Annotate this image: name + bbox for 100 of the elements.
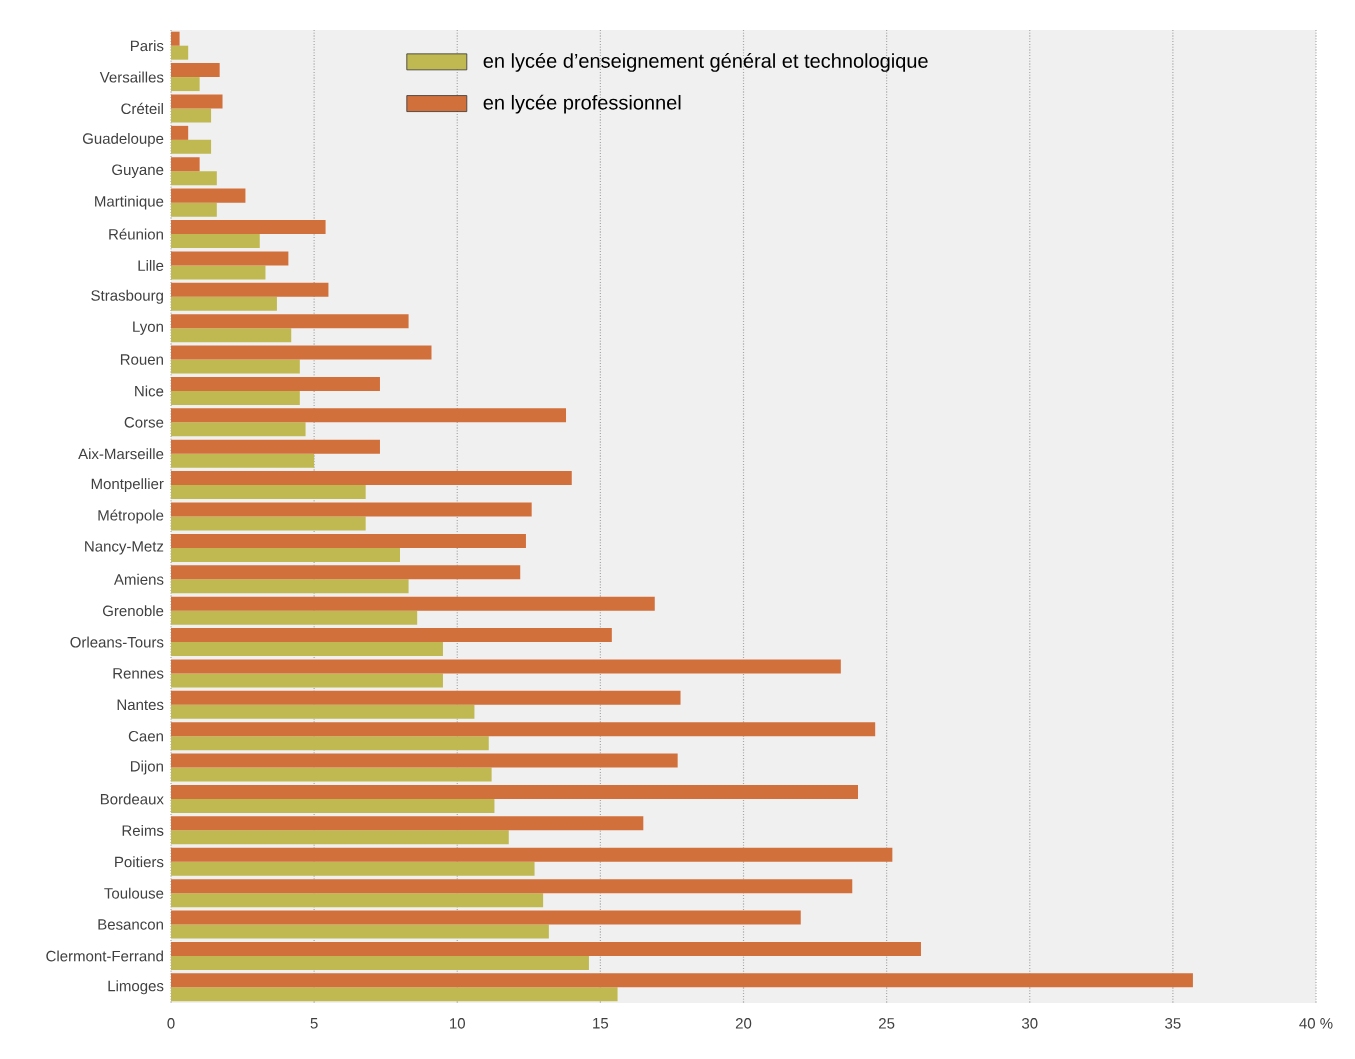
bar: [171, 893, 544, 908]
y-tick-label: Guyane: [112, 164, 164, 179]
bar: [171, 202, 217, 217]
bar: [171, 610, 418, 625]
bar: [171, 345, 432, 360]
x-tick-label: 25: [879, 1018, 895, 1029]
y-tick-label: Guadeloupe: [82, 132, 164, 147]
bar: [171, 359, 300, 374]
bar: [171, 282, 329, 297]
bar: [171, 31, 180, 46]
bar: [171, 108, 212, 123]
bar: [171, 816, 644, 831]
y-tick-label: Corse: [124, 417, 164, 428]
x-tick-label: 5: [310, 1018, 318, 1029]
bar: [171, 471, 572, 486]
bar: [171, 753, 678, 768]
bar: [171, 830, 509, 845]
y-tick-label: Métropole: [98, 509, 164, 524]
y-tick-label: Montpellier: [91, 478, 164, 493]
bar: [171, 784, 859, 799]
bar: [171, 296, 277, 311]
y-tick-label: Nancy-Metz: [85, 541, 164, 555]
bar: [171, 910, 801, 925]
y-tick-label: Dijon: [130, 760, 163, 775]
y-tick-label: Clermont-Ferrand: [46, 950, 163, 962]
bar: [171, 408, 567, 423]
x-tick-label: 10: [450, 1018, 465, 1029]
bar: [171, 94, 223, 109]
bar: [171, 376, 380, 391]
bar: [171, 659, 841, 674]
x-tick-label: 15: [593, 1018, 609, 1029]
x-tick-label: 0: [167, 1018, 175, 1029]
bar: [171, 139, 212, 154]
bar: [171, 45, 189, 60]
bar: [171, 453, 315, 468]
bar: [171, 390, 300, 405]
bar: [171, 220, 326, 235]
bar: [171, 234, 260, 249]
y-tick-label: Lille: [138, 259, 164, 271]
y-tick-label: Martinique: [95, 195, 164, 210]
y-tick-label: Nice: [135, 385, 164, 397]
bar: [171, 251, 289, 266]
bar: [171, 596, 655, 611]
bar: [171, 987, 618, 1002]
y-tick-label: Amiens: [113, 573, 164, 585]
bar: [171, 861, 535, 876]
y-tick-label: Orleans-Tours: [70, 636, 164, 648]
y-tick-label: Poitiers: [115, 856, 164, 868]
bar: [171, 533, 526, 548]
bar: [171, 439, 380, 454]
y-tick-label: Caen: [128, 730, 163, 742]
x-tick-label: 40 %: [1299, 1018, 1333, 1029]
bar: [171, 798, 495, 813]
y-tick-label: Besancon: [98, 919, 163, 930]
bar: [171, 502, 532, 517]
legend-label: en lycée d’enseignement général et technologique: [483, 52, 928, 72]
bar: [171, 642, 443, 657]
bar: [171, 736, 489, 751]
bar: [171, 547, 400, 562]
y-tick-label: Réunion: [109, 228, 163, 240]
bar: [171, 485, 366, 500]
bar: [171, 941, 921, 956]
x-tick-label: 35: [1165, 1018, 1181, 1029]
y-tick-label: Versailles: [99, 71, 164, 83]
x-tick-label: 30: [1021, 1018, 1038, 1029]
bar: [171, 628, 612, 643]
y-tick-label: Grenoble: [102, 605, 164, 617]
bar: [171, 673, 443, 688]
bar: [171, 125, 189, 140]
bar: [171, 924, 549, 939]
bar: [171, 767, 492, 782]
bar: [171, 579, 409, 594]
y-tick-label: Lyon: [133, 321, 163, 335]
bar: [171, 565, 521, 580]
y-tick-label: Nantes: [117, 699, 164, 711]
y-tick-label: Paris: [130, 40, 164, 52]
y-tick-label: Strasbourg: [91, 289, 163, 304]
y-tick-label: Reims: [122, 824, 164, 836]
y-tick-label: Rouen: [120, 354, 163, 365]
bar: [171, 704, 475, 719]
bar: [171, 955, 589, 970]
bar: [171, 77, 200, 92]
bar: [171, 722, 876, 737]
y-tick-label: Aix-Marseille: [78, 448, 164, 460]
x-tick-label: 20: [735, 1018, 752, 1029]
legend-label: en lycée professionnel: [483, 94, 681, 114]
y-tick-label: Limoges: [108, 980, 164, 995]
bar: [171, 328, 292, 343]
bar: [171, 314, 409, 329]
bar: [171, 157, 200, 172]
bar: [171, 63, 220, 78]
bar: [171, 847, 893, 862]
bar: [171, 690, 681, 705]
bar: [171, 265, 266, 280]
bar: [171, 422, 306, 437]
bar: [171, 188, 246, 203]
y-tick-label: Bordeaux: [100, 793, 164, 805]
bar: [171, 879, 853, 894]
bar: [171, 973, 1193, 988]
y-tick-label: Rennes: [113, 668, 164, 679]
